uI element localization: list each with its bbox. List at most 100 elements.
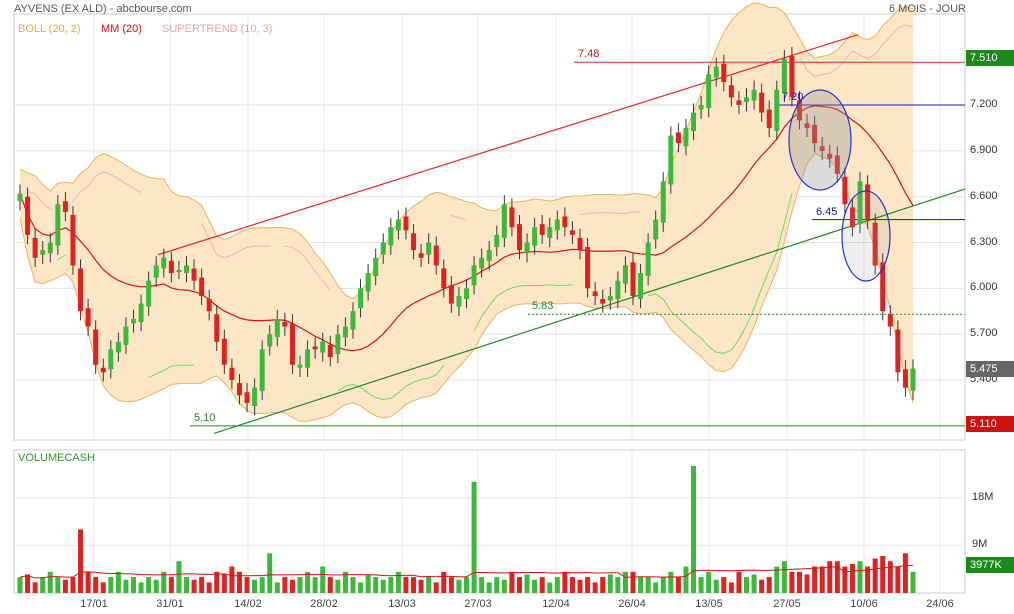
supertrend-segment: [72, 191, 81, 202]
price-tag: 5.110: [966, 416, 1014, 433]
supertrend-segment: [148, 373, 157, 378]
volume-bar: [297, 577, 303, 593]
candle-body: [910, 368, 916, 391]
candle-body: [494, 234, 500, 248]
supertrend-segment: [481, 305, 490, 317]
volume-bar: [895, 566, 901, 593]
volume-bar: [509, 571, 515, 593]
supertrend-segment: [829, 67, 838, 74]
candle-body: [403, 216, 409, 231]
supertrend-segment: [208, 238, 218, 255]
supertrend-segment: [405, 381, 414, 387]
volume-bar: [865, 566, 871, 593]
supertrend-segment: [57, 254, 66, 260]
candle-body: [100, 367, 106, 373]
x-tick-label: 27/03: [464, 598, 492, 610]
candle-body: [350, 311, 356, 330]
candle-body: [524, 242, 530, 254]
supertrend-segment: [783, 193, 793, 224]
volume-bar: [456, 579, 462, 593]
candle-body: [887, 314, 893, 327]
supertrend-segment: [413, 378, 422, 383]
candle-body: [131, 318, 137, 324]
supertrend-segment: [398, 385, 407, 394]
volume-bar: [395, 571, 401, 593]
candle-body: [221, 338, 227, 365]
candle-body: [183, 265, 189, 274]
candle-body: [501, 204, 507, 238]
volume-bar: [176, 561, 182, 593]
volume-bar: [698, 577, 704, 593]
candle-body: [592, 291, 598, 296]
supertrend-segment: [488, 295, 498, 307]
price-tag: 7.510: [966, 49, 1014, 66]
candle-body: [577, 237, 583, 251]
volume-bar: [812, 566, 818, 593]
volume-bar: [486, 582, 492, 593]
candle-body: [569, 230, 575, 235]
supertrend-segment: [390, 392, 399, 399]
volume-bar: [524, 574, 530, 593]
volume-bar: [766, 577, 772, 593]
supertrend-segment: [844, 50, 853, 61]
resistance-trendline: [157, 34, 859, 256]
candle-body: [358, 288, 364, 309]
supertrend-segment: [662, 298, 672, 312]
volume-bar: [17, 577, 23, 593]
supertrend-segment: [95, 171, 104, 177]
highlight-ellipse: [788, 89, 852, 191]
candle-body: [736, 100, 742, 105]
volume-bar: [569, 577, 575, 593]
volume-bar: [433, 582, 439, 593]
level-annotation: 6.45: [816, 205, 838, 218]
volume-bar: [229, 566, 235, 593]
candle-body: [448, 285, 454, 304]
volume-bar: [108, 577, 114, 593]
volume-bar: [267, 553, 273, 593]
supertrend-segment: [700, 337, 710, 347]
volume-bar: [335, 579, 341, 593]
candle-body: [486, 250, 492, 261]
volume-bar: [47, 571, 53, 593]
candle-body: [426, 242, 432, 255]
candle-body: [872, 222, 878, 266]
supertrend-segment: [337, 385, 346, 392]
volume-bar: [25, 574, 31, 593]
candle-body: [698, 105, 704, 110]
supertrend-segment: [632, 211, 641, 213]
supertrend-segment: [34, 193, 44, 204]
volume-bar: [161, 571, 167, 593]
supertrend-segment: [564, 284, 573, 286]
highlight-ellipse: [841, 190, 891, 282]
candle-body: [645, 242, 651, 277]
candle-body: [902, 369, 908, 388]
candle-body: [668, 135, 674, 185]
supertrend-segment: [428, 374, 437, 379]
volume-bar: [380, 579, 386, 593]
volume-bar: [585, 577, 591, 593]
volume-bar: [183, 577, 189, 593]
supertrend-segment: [685, 324, 694, 333]
candle-body: [229, 367, 235, 380]
volume-bar: [62, 579, 68, 593]
y-tick-label: 5.700: [970, 327, 998, 340]
supertrend-segment: [799, 56, 808, 71]
supertrend-segment: [746, 307, 755, 326]
volume-bar: [365, 574, 371, 593]
candle-body: [32, 237, 38, 258]
volume-ma-line: [19, 564, 914, 579]
volume-bar: [282, 577, 288, 593]
candle-body: [40, 250, 46, 255]
candle-body: [539, 224, 545, 235]
circle-annotations: [788, 89, 891, 282]
level-annotation: 7.48: [578, 48, 600, 61]
supertrend-segment: [231, 250, 240, 256]
supertrend-segment: [768, 252, 778, 271]
volume-bar: [554, 577, 560, 593]
supertrend-segment: [133, 187, 142, 194]
volume-bar: [516, 577, 522, 593]
chart-period: 6 MOIS - JOUR: [888, 3, 966, 15]
candle-body: [146, 280, 152, 307]
supertrend-segment: [216, 254, 225, 259]
supertrend-segment: [367, 392, 376, 398]
